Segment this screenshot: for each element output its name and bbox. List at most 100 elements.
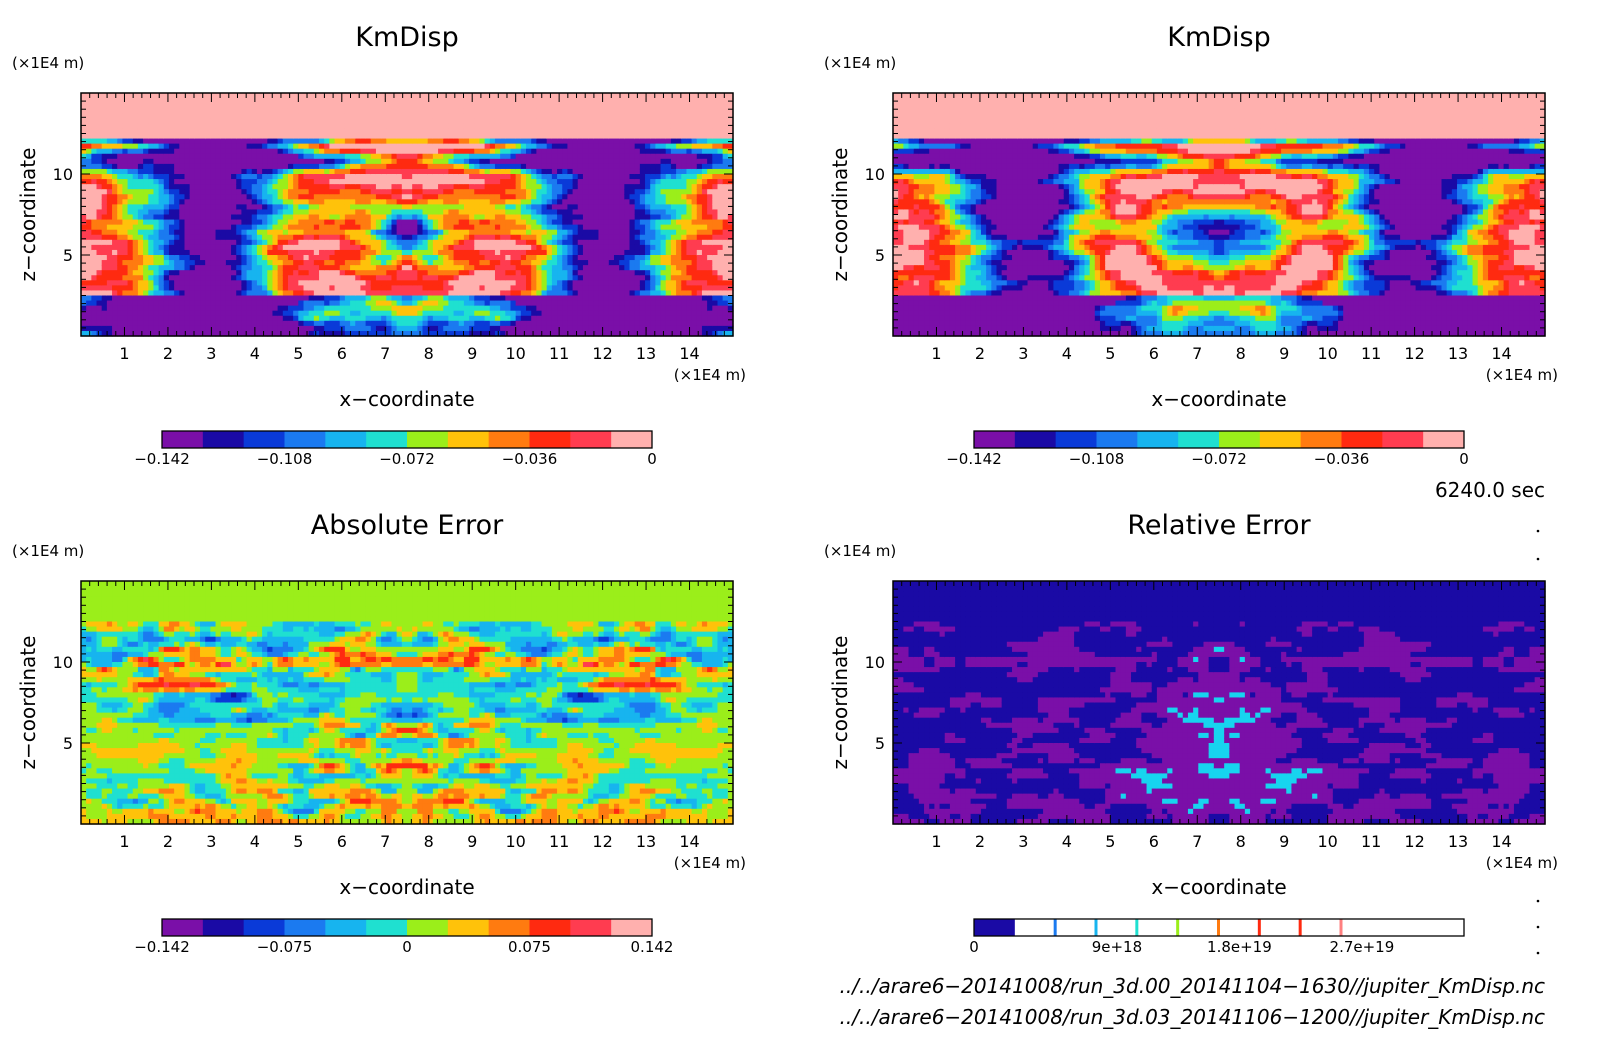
y-tick-label: 5 <box>63 734 73 753</box>
y-axis-label: z−coordinate <box>16 636 40 770</box>
margin-dot <box>1536 557 1540 561</box>
colorbar-swatch <box>447 431 490 448</box>
colorbar-swatch <box>1300 431 1342 448</box>
colorbar-label: −0.142 <box>946 450 1002 468</box>
colorbar-swatch <box>1178 919 1220 936</box>
x-tick-label: 13 <box>636 832 656 851</box>
x-tick-label: 7 <box>1192 344 1202 363</box>
colorbar-label: 0 <box>647 450 657 468</box>
x-tick-label: 12 <box>592 832 612 851</box>
colorbar-swatch <box>1259 431 1302 448</box>
x-tick-label: 10 <box>505 832 525 851</box>
x-tick-label: 7 <box>1192 832 1202 851</box>
y-unit-label: (×1E4 m) <box>824 542 896 560</box>
colorbar-level-mark <box>1053 919 1057 936</box>
colorbar-swatch <box>407 919 449 936</box>
colorbar <box>973 430 1465 449</box>
heatmap-field <box>81 581 734 825</box>
colorbar-swatch <box>1382 919 1424 936</box>
x-tick-label: 9 <box>467 344 477 363</box>
colorbar-label: −0.142 <box>134 938 190 956</box>
x-tick-label: 9 <box>467 832 477 851</box>
colorbar-label: 0 <box>402 938 412 956</box>
colorbar-swatch <box>611 919 653 936</box>
colorbar-swatch <box>570 919 612 936</box>
y-tick-label: 10 <box>53 653 73 672</box>
axis-ticks <box>893 93 1545 336</box>
colorbar-swatch <box>1259 919 1302 936</box>
colorbar-swatch <box>1178 431 1220 448</box>
colorbar-swatch <box>974 431 1016 448</box>
x-tick-label: 7 <box>380 832 390 851</box>
colorbar-label: −0.072 <box>379 450 435 468</box>
x-axis-label: x−coordinate <box>1151 875 1286 899</box>
colorbar-label: 0 <box>969 938 979 956</box>
x-tick-label: 14 <box>679 832 699 851</box>
heatmap-field <box>893 93 1546 337</box>
colorbar-swatch <box>1055 919 1097 936</box>
panel-title: KmDisp <box>1167 22 1271 53</box>
colorbar-label: 9e+18 <box>1092 938 1142 956</box>
margin-dot <box>1536 951 1540 955</box>
colorbar-swatch <box>1300 919 1342 936</box>
y-unit-label: (×1E4 m) <box>12 54 84 72</box>
colorbar-swatch <box>974 919 1016 936</box>
x-tick-label: 10 <box>1317 344 1337 363</box>
x-tick-label: 3 <box>206 344 216 363</box>
x-tick-label: 7 <box>380 344 390 363</box>
x-tick-label: 13 <box>1448 832 1468 851</box>
x-unit-label: (×1E4 m) <box>1486 366 1558 384</box>
colorbar-label: 1.8e+19 <box>1207 938 1272 956</box>
y-tick-label: 10 <box>865 653 885 672</box>
x-tick-label: 9 <box>1279 344 1289 363</box>
colorbar-swatch <box>1096 919 1138 936</box>
colorbar-label: −0.142 <box>134 450 190 468</box>
x-tick-label: 11 <box>1361 344 1381 363</box>
colorbar-swatch <box>1096 431 1138 448</box>
panel-title: KmDisp <box>355 22 459 53</box>
x-tick-label: 11 <box>1361 832 1381 851</box>
y-tick-label: 10 <box>53 165 73 184</box>
axis-ticks <box>81 581 733 824</box>
colorbar-swatch <box>325 431 367 448</box>
colorbar-label: 0 <box>1459 450 1469 468</box>
colorbar-swatch <box>1423 431 1465 448</box>
colorbar-swatch <box>1014 431 1057 448</box>
x-tick-label: 13 <box>636 344 656 363</box>
heatmap-field <box>893 581 1546 825</box>
colorbar-level-mark <box>1217 919 1220 936</box>
colorbar-level-mark <box>1135 919 1139 936</box>
colorbar-swatch <box>162 431 204 448</box>
x-tick-label: 12 <box>1404 344 1424 363</box>
x-tick-label: 4 <box>250 832 260 851</box>
colorbar-swatch <box>243 919 285 936</box>
colorbar-swatch <box>325 919 367 936</box>
y-tick-label: 5 <box>63 246 73 265</box>
x-tick-label: 8 <box>1236 832 1246 851</box>
heatmap-field <box>81 93 734 337</box>
colorbar-swatch <box>1137 431 1179 448</box>
x-unit-label: (×1E4 m) <box>674 854 746 872</box>
x-tick-label: 1 <box>119 832 129 851</box>
x-tick-label: 12 <box>592 344 612 363</box>
y-unit-label: (×1E4 m) <box>824 54 896 72</box>
axis-ticks <box>81 93 733 336</box>
colorbar-label: −0.108 <box>257 450 313 468</box>
colorbar-label: −0.108 <box>1069 450 1125 468</box>
x-tick-label: 6 <box>1149 344 1159 363</box>
x-tick-label: 3 <box>1018 832 1028 851</box>
panel-3: Absolute Error(×1E4 m)1 2 3 4 5 6 7 8 9 10 11 12 13 1… <box>12 510 746 956</box>
colorbar <box>161 430 653 449</box>
colorbar-swatch <box>1055 431 1097 448</box>
x-tick-label: 5 <box>293 832 303 851</box>
panel-title: Absolute Error <box>311 510 504 541</box>
x-tick-label: 14 <box>679 344 699 363</box>
x-tick-label: 10 <box>1317 832 1337 851</box>
colorbar-swatch <box>202 431 245 448</box>
y-axis-label: z−coordinate <box>828 148 852 282</box>
x-tick-label: 1 <box>931 344 941 363</box>
time-label: 6240.0 sec <box>1435 478 1545 502</box>
colorbar-swatch <box>488 919 530 936</box>
y-tick-label: 5 <box>875 734 885 753</box>
